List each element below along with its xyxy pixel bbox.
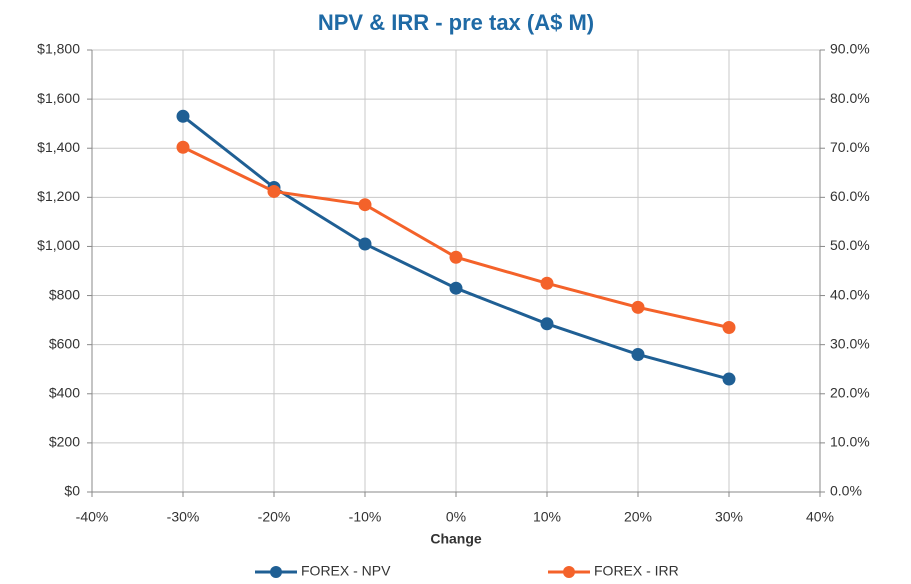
y2-tick-label: 60.0% [830,188,870,204]
x-tick-label: -10% [349,509,382,525]
chart-title: NPV & IRR - pre tax (A$ M) [318,10,594,35]
y-tick-label: $800 [49,286,80,302]
x-tick-label: 40% [806,509,834,525]
x-tick-label: 30% [715,509,743,525]
y2-tick-label: 80.0% [830,90,870,106]
y2-tick-label: 70.0% [830,139,870,155]
y-tick-label: $200 [49,434,80,450]
x-tick-label: -20% [258,509,291,525]
data-point [449,250,463,264]
data-point [358,237,372,251]
data-point [176,140,190,154]
y-tick-label: $600 [49,335,80,351]
legend-swatch [563,566,575,578]
legend-swatch [270,566,282,578]
y2-tick-label: 10.0% [830,434,870,450]
x-axis-label: Change [430,531,482,547]
y-tick-label: $1,000 [37,237,80,253]
x-tick-label: -30% [167,509,200,525]
x-tick-label: 0% [446,509,466,525]
y2-tick-label: 40.0% [830,286,870,302]
data-point [267,184,281,198]
data-point [540,276,554,290]
y-tick-label: $1,800 [37,41,80,57]
x-tick-label: 10% [533,509,561,525]
data-point [722,320,736,334]
y2-tick-label: 20.0% [830,384,870,400]
y-tick-label: $1,600 [37,90,80,106]
y-tick-label: $400 [49,384,80,400]
data-point [540,317,554,331]
y2-tick-label: 50.0% [830,237,870,253]
data-point [176,109,190,123]
data-point [449,281,463,295]
y2-tick-label: 90.0% [830,41,870,57]
data-point [358,198,372,212]
data-point [631,347,645,361]
y-tick-label: $1,200 [37,188,80,204]
data-point [722,372,736,386]
x-tick-label: -40% [76,509,109,525]
y-tick-label: $1,400 [37,139,80,155]
y-tick-label: $0 [64,483,80,499]
legend-label: FOREX - NPV [301,563,391,579]
data-point [631,300,645,314]
legend-label: FOREX - IRR [594,563,679,579]
y2-tick-label: 0.0% [830,483,862,499]
y2-tick-label: 30.0% [830,335,870,351]
x-tick-label: 20% [624,509,652,525]
